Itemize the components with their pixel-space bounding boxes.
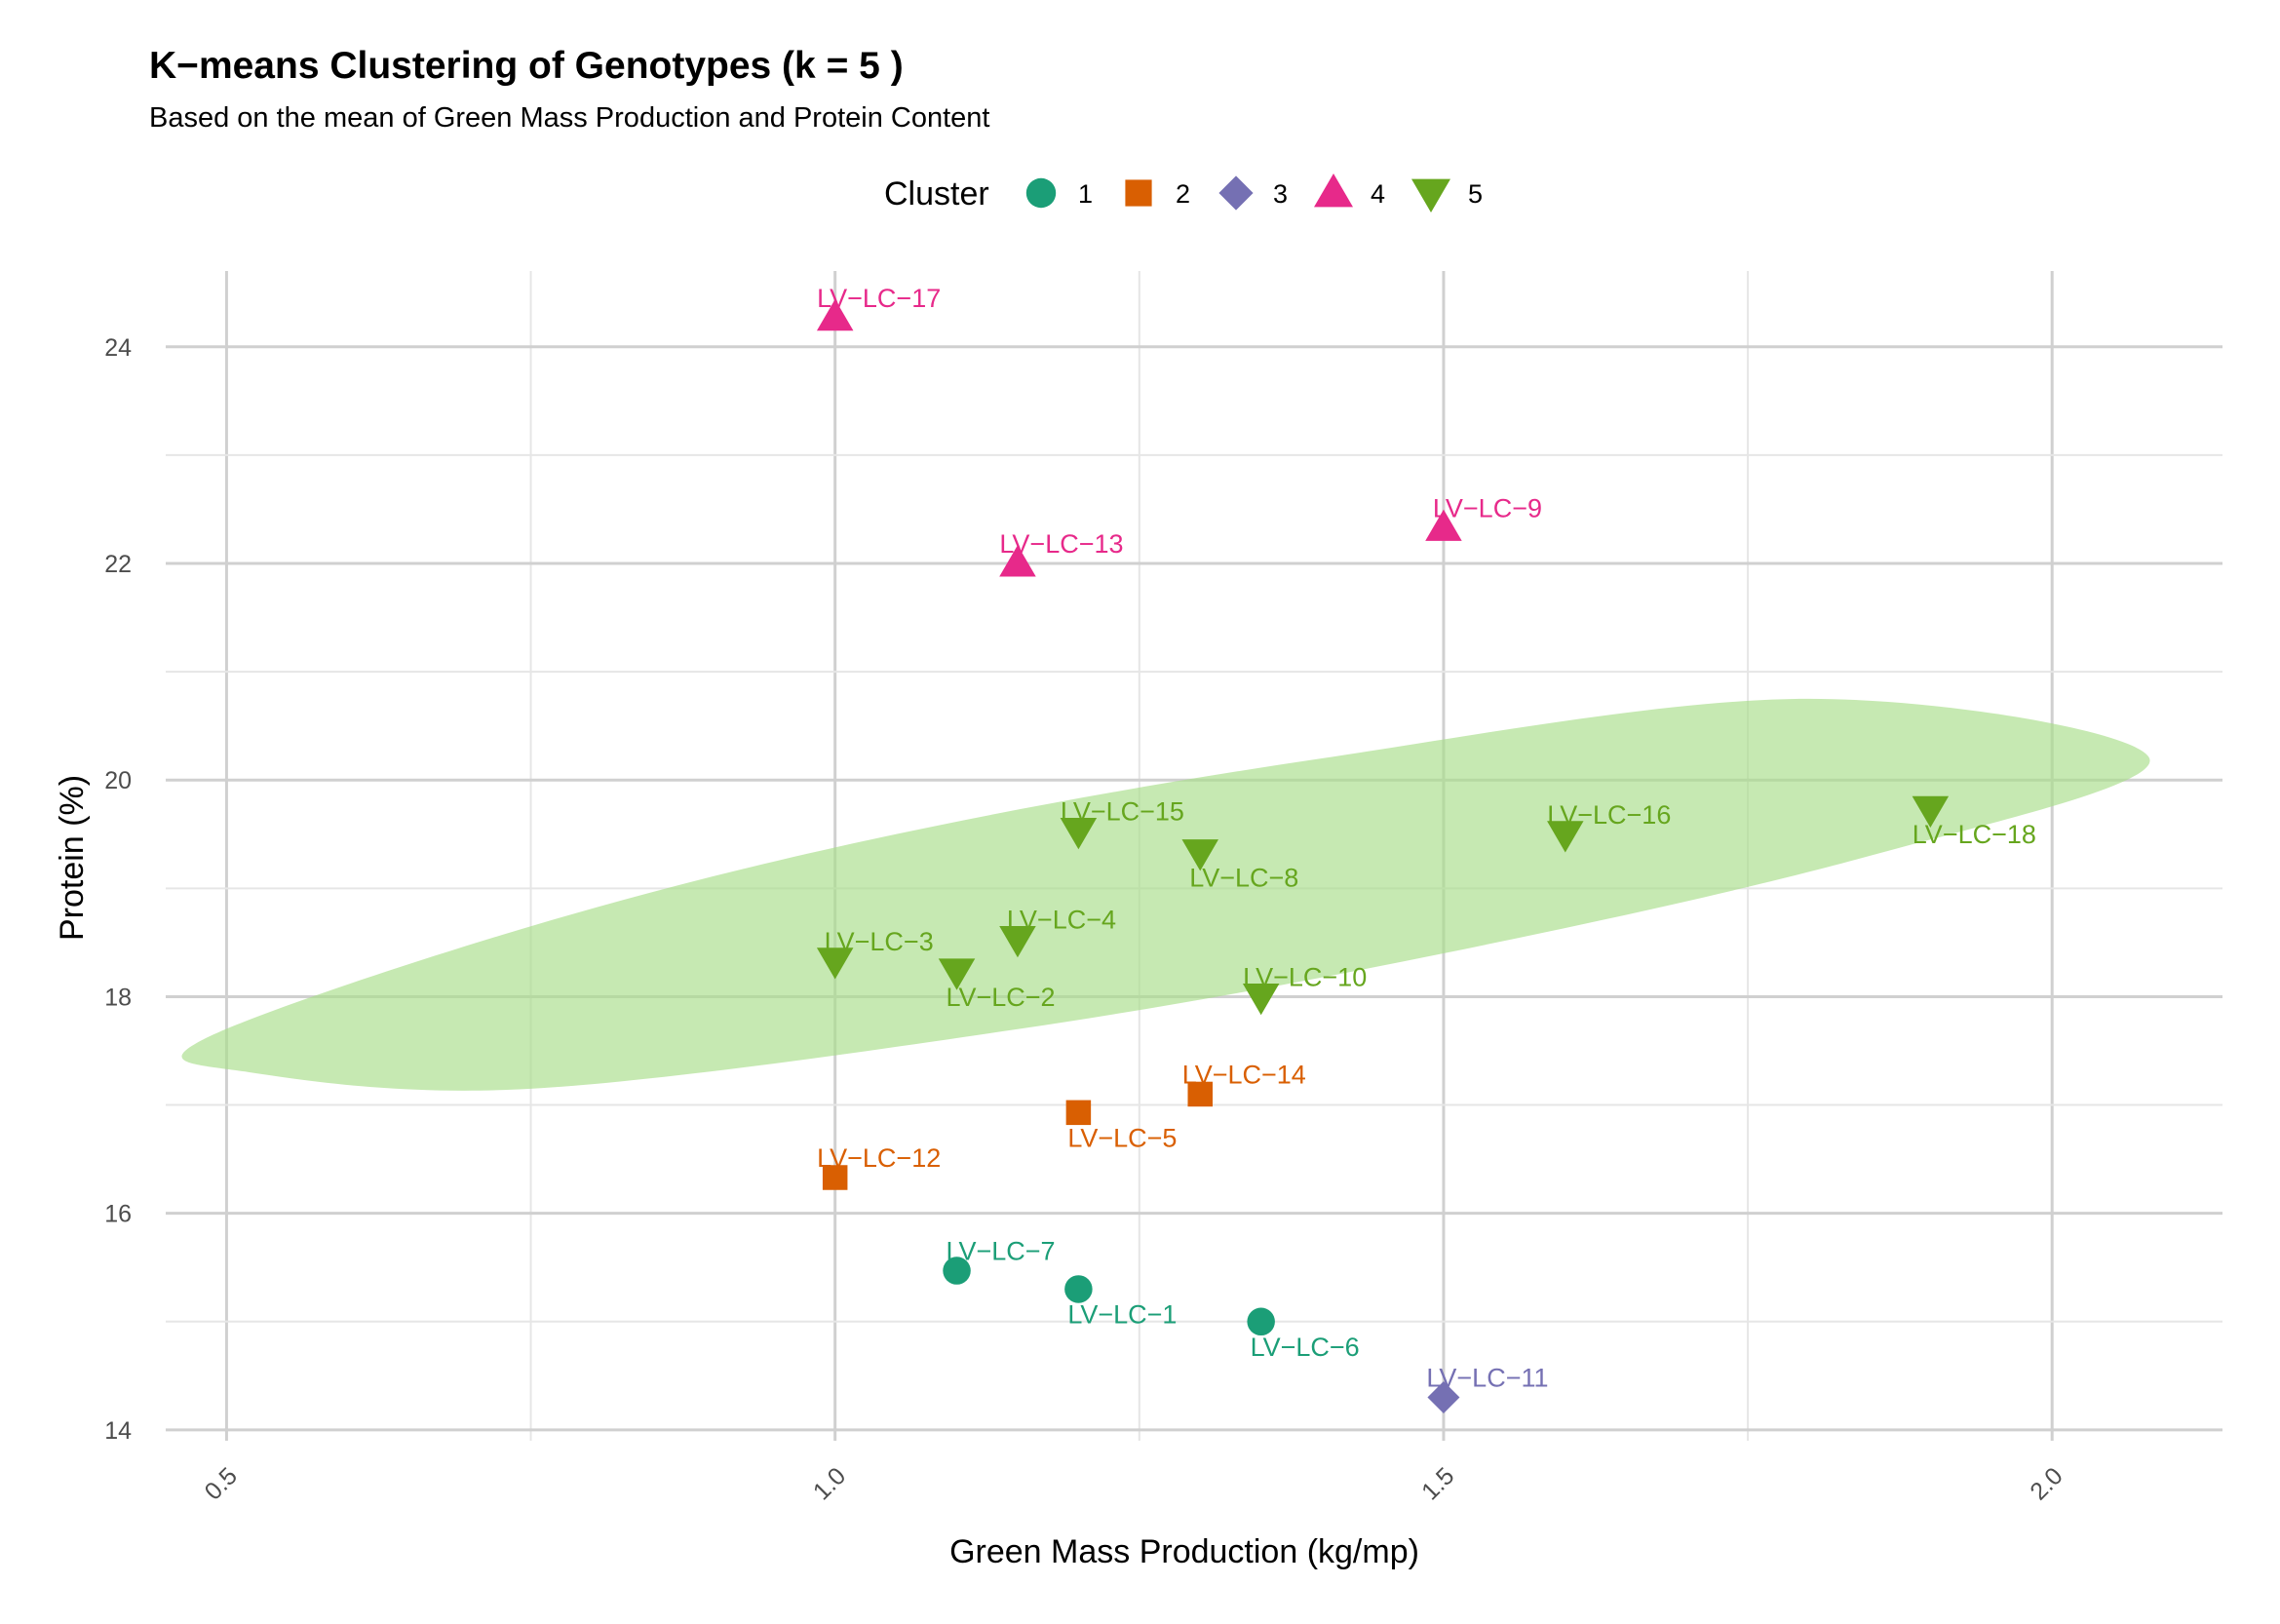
data-point-LV−LC−14 [1187,1081,1213,1107]
legend-title: Cluster [884,175,989,213]
point-label: LV−LC−7 [946,1237,1055,1266]
x-axis-title: Green Mass Production (kg/mp) [949,1533,1419,1570]
point-label: LV−LC−6 [1251,1333,1360,1362]
data-point-LV−LC−5 [1065,1100,1092,1126]
point-label: LV−LC−13 [999,529,1123,559]
data-point-LV−LC−13 [999,545,1036,577]
data-point-LV−LC−4 [999,926,1036,958]
y-tick-label: 16 [104,1201,132,1228]
data-point-LV−LC−8 [1181,839,1218,871]
data-point-LV−LC−1 [1064,1275,1093,1303]
legend-marker-2 [1125,179,1152,207]
legend-label-3: 3 [1273,179,1288,209]
point-label: LV−LC−10 [1243,962,1367,991]
y-tick-label: 24 [104,334,132,362]
cluster-5-ellipse [181,698,2150,1091]
point-label: LV−LC−3 [825,927,934,956]
point-label: LV−LC−18 [1913,820,2036,849]
y-axis-title: Protein (%) [54,775,91,941]
legend-marker-5 [1411,178,1450,213]
point-label: LV−LC−17 [817,284,941,313]
data-point-LV−LC−16 [1547,821,1584,853]
y-tick-label: 14 [104,1417,132,1445]
x-tick-label: 0.5 [200,1462,243,1505]
y-tick-label: 18 [104,984,132,1011]
data-point-LV−LC−12 [822,1165,848,1190]
point-label: LV−LC−9 [1433,493,1542,522]
data-point-LV−LC−18 [1912,795,1950,828]
point-label: LV−LC−15 [1061,796,1184,826]
data-point-LV−LC−11 [1427,1381,1460,1414]
legend-label-4: 4 [1371,179,1385,209]
point-label: LV−LC−12 [817,1143,941,1173]
point-label: LV−LC−11 [1426,1364,1548,1393]
point-label: LV−LC−2 [946,983,1055,1012]
legend-label-2: 2 [1176,179,1190,209]
legend-label-1: 1 [1078,179,1093,209]
point-label: LV−LC−14 [1182,1060,1306,1089]
legend: Cluster 1 2 3 4 5 [884,174,1483,213]
point-label: LV−LC−1 [1067,1299,1177,1329]
chart-title: K−means Clustering of Genotypes (k = 5 ) [149,45,904,87]
point-label: LV−LC−5 [1067,1123,1177,1152]
legend-marker-1 [1025,177,1057,209]
legend-marker-4 [1314,174,1353,208]
legend-label-5: 5 [1468,179,1483,209]
data-point-LV−LC−6 [1247,1307,1275,1336]
point-label: LV−LC−8 [1189,864,1298,893]
point-labels-layer: LV−LC−7 LV−LC−1 LV−LC−6 LV−LC−12 LV−LC−5 LV−L… [817,284,2036,1393]
points-layer [816,299,1950,1414]
point-label: LV−LC−4 [1007,906,1116,935]
data-point-LV−LC−3 [816,947,854,980]
x-tick-label: 1.5 [1416,1462,1459,1505]
data-point-LV−LC−15 [1060,817,1098,850]
x-tick-label: 2.0 [2025,1462,2067,1505]
y-tick-label: 22 [104,551,132,578]
data-point-LV−LC−9 [1425,509,1462,541]
chart-subtitle: Based on the mean of Green Mass Producti… [149,102,989,134]
y-tick-label: 20 [104,767,132,794]
cluster-ellipse-layer [181,698,2150,1091]
legend-marker-3 [1218,175,1254,211]
data-point-LV−LC−17 [816,299,854,331]
data-point-LV−LC−2 [938,958,976,990]
data-point-LV−LC−7 [943,1257,971,1285]
data-point-LV−LC−10 [1242,983,1280,1016]
point-label: LV−LC−16 [1547,800,1671,830]
x-tick-label: 1.0 [808,1462,851,1505]
